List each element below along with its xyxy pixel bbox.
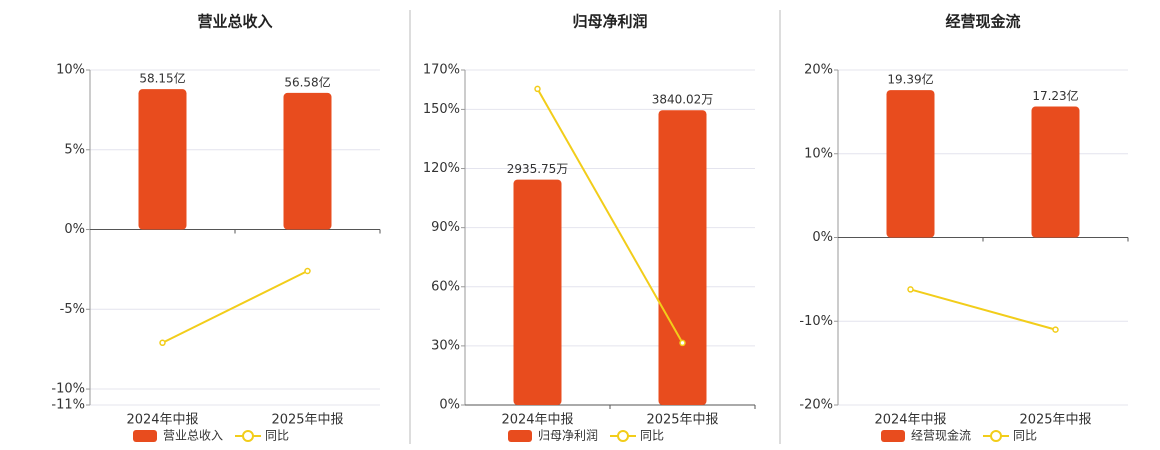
legend-swatch: [242, 430, 254, 442]
legend-label: 同比: [1013, 429, 1037, 443]
value-label: 58.15亿: [139, 71, 185, 86]
y-tick-label: 0%: [439, 398, 460, 413]
y-tick-label: 0%: [812, 230, 833, 245]
x-tick-label: 2025年中报: [1019, 413, 1091, 428]
bar: [138, 89, 187, 230]
legend-swatch: [133, 430, 157, 442]
legend-swatch: [617, 430, 629, 442]
y-tick-label: -5%: [60, 302, 85, 317]
legend-label: 同比: [640, 429, 664, 443]
chart-title: 归母净利润: [572, 13, 647, 31]
y-tick-label: -11%: [51, 398, 85, 413]
point: [679, 339, 686, 347]
y-tick-label: 90%: [431, 220, 460, 235]
x-tick-label: 2025年中报: [646, 413, 718, 428]
point: [534, 85, 541, 93]
legend-swatch: [990, 430, 1002, 442]
y-tick-label: 30%: [431, 338, 460, 353]
y-tick-label: 0%: [64, 222, 85, 237]
legend-swatch: [508, 430, 532, 442]
bar: [283, 92, 332, 230]
x-tick-label: 2024年中报: [874, 413, 946, 428]
y-tick-label: -10%: [799, 314, 833, 329]
chart-title: 营业总收入: [197, 13, 272, 31]
chart-title: 经营现金流: [945, 13, 1020, 31]
y-tick-label: 170%: [423, 63, 460, 78]
legend-swatch: [881, 430, 905, 442]
y-tick-label: 120%: [423, 161, 460, 176]
value-label: 2935.75万: [507, 162, 569, 176]
y-tick-label: -10%: [51, 382, 85, 397]
y-tick-label: 10%: [56, 63, 85, 78]
y-tick-label: 20%: [804, 63, 833, 78]
line: [536, 88, 684, 344]
legend-label: 经营现金流: [911, 428, 971, 443]
x-tick-label: 2024年中报: [501, 413, 573, 428]
bar: [658, 110, 707, 405]
line: [162, 270, 308, 344]
bar: [886, 90, 935, 238]
bar: [1031, 106, 1080, 238]
bar: [513, 179, 562, 405]
legend-label: 归母净利润: [538, 429, 598, 443]
y-tick-label: 10%: [804, 146, 833, 161]
line: [910, 288, 1056, 331]
value-label: 3840.02万: [652, 93, 714, 107]
x-tick-label: 2025年中报: [271, 413, 343, 428]
point: [907, 286, 914, 293]
value-label: 56.58亿: [284, 74, 330, 89]
x-tick-label: 2024年中报: [126, 413, 198, 428]
y-tick-label: 60%: [431, 279, 460, 294]
legend-label: 营业总收入: [163, 429, 223, 443]
legend-label: 同比: [265, 429, 289, 443]
y-tick-label: -20%: [799, 398, 833, 413]
y-tick-label: 150%: [423, 102, 460, 117]
y-tick-label: 5%: [64, 142, 85, 157]
point: [304, 267, 311, 275]
point: [1052, 326, 1059, 333]
point: [159, 339, 166, 347]
value-label: 19.39亿: [887, 72, 933, 87]
value-label: 17.23亿: [1032, 88, 1078, 103]
